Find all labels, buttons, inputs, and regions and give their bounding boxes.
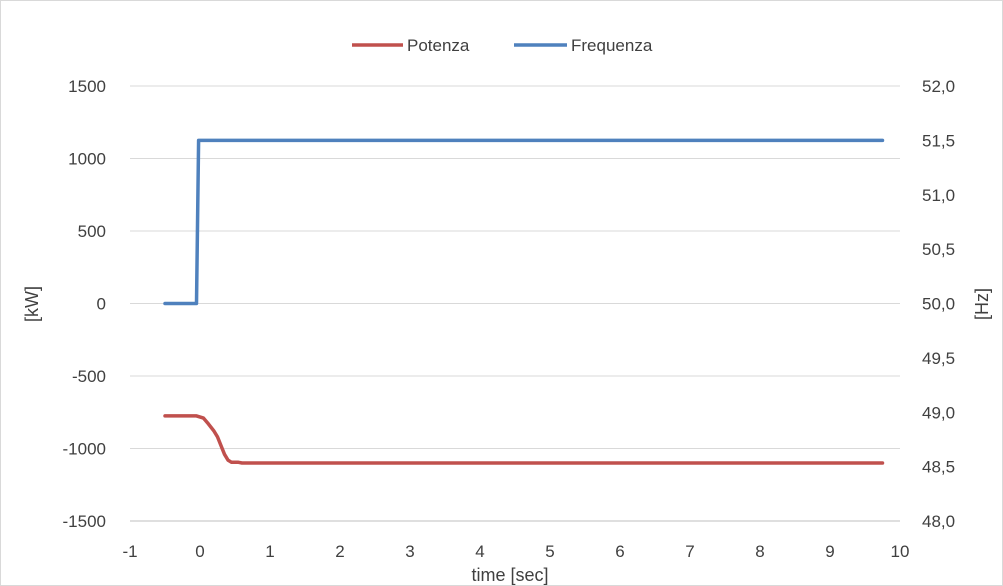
y2-tick-label: 51,5 xyxy=(922,131,955,150)
left-axis-ticks: 1500 1000 500 0 -500 -1000 -1500 xyxy=(63,77,106,531)
legend: Potenza Frequenza xyxy=(352,36,653,55)
x-tick-label: 9 xyxy=(825,542,834,561)
x-axis-ticks: -1 0 1 2 3 4 5 6 7 8 9 10 xyxy=(122,542,909,561)
x-tick-label: 1 xyxy=(265,542,274,561)
y-tick-label: 500 xyxy=(78,222,106,241)
y-tick-label: -500 xyxy=(72,367,106,386)
series xyxy=(163,138,885,465)
y2-tick-label: 49,0 xyxy=(922,403,955,422)
y2-tick-label: 48,0 xyxy=(922,512,955,531)
y-tick-label: -1000 xyxy=(63,440,106,459)
x-tick-label: 6 xyxy=(615,542,624,561)
x-tick-label: 10 xyxy=(891,542,910,561)
x-axis-label: time [sec] xyxy=(471,565,548,585)
y2-axis-label: [Hz] xyxy=(972,288,992,320)
right-axis-ticks: 52,0 51,5 51,0 50,5 50,0 49,5 49,0 48,5 48,0 xyxy=(922,77,955,531)
y2-tick-label: 52,0 xyxy=(922,77,955,96)
x-tick-label: 5 xyxy=(545,542,554,561)
y2-tick-label: 48,5 xyxy=(922,458,955,477)
y-tick-label: 1500 xyxy=(68,77,106,96)
x-tick-label: 7 xyxy=(685,542,694,561)
series-line-frequenza xyxy=(163,138,885,306)
x-tick-label: 4 xyxy=(475,542,484,561)
x-tick-label: 0 xyxy=(195,542,204,561)
y2-tick-label: 51,0 xyxy=(922,186,955,205)
legend-label-potenza: Potenza xyxy=(407,36,470,55)
legend-label-frequenza: Frequenza xyxy=(571,36,653,55)
y2-tick-label: 50,0 xyxy=(922,295,955,314)
gridlines xyxy=(130,85,900,449)
y-tick-label: 1000 xyxy=(68,150,106,169)
y2-tick-label: 50,5 xyxy=(922,240,955,259)
y2-tick-label: 49,5 xyxy=(922,349,955,368)
x-tick-label: 8 xyxy=(755,542,764,561)
y-tick-label: -1500 xyxy=(63,512,106,531)
series-line-potenza xyxy=(163,414,885,465)
x-tick-label: 3 xyxy=(405,542,414,561)
x-tick-label: -1 xyxy=(122,542,137,561)
y-axis-label: [kW] xyxy=(22,286,42,322)
y-tick-label: 0 xyxy=(97,295,106,314)
x-tick-label: 2 xyxy=(335,542,344,561)
